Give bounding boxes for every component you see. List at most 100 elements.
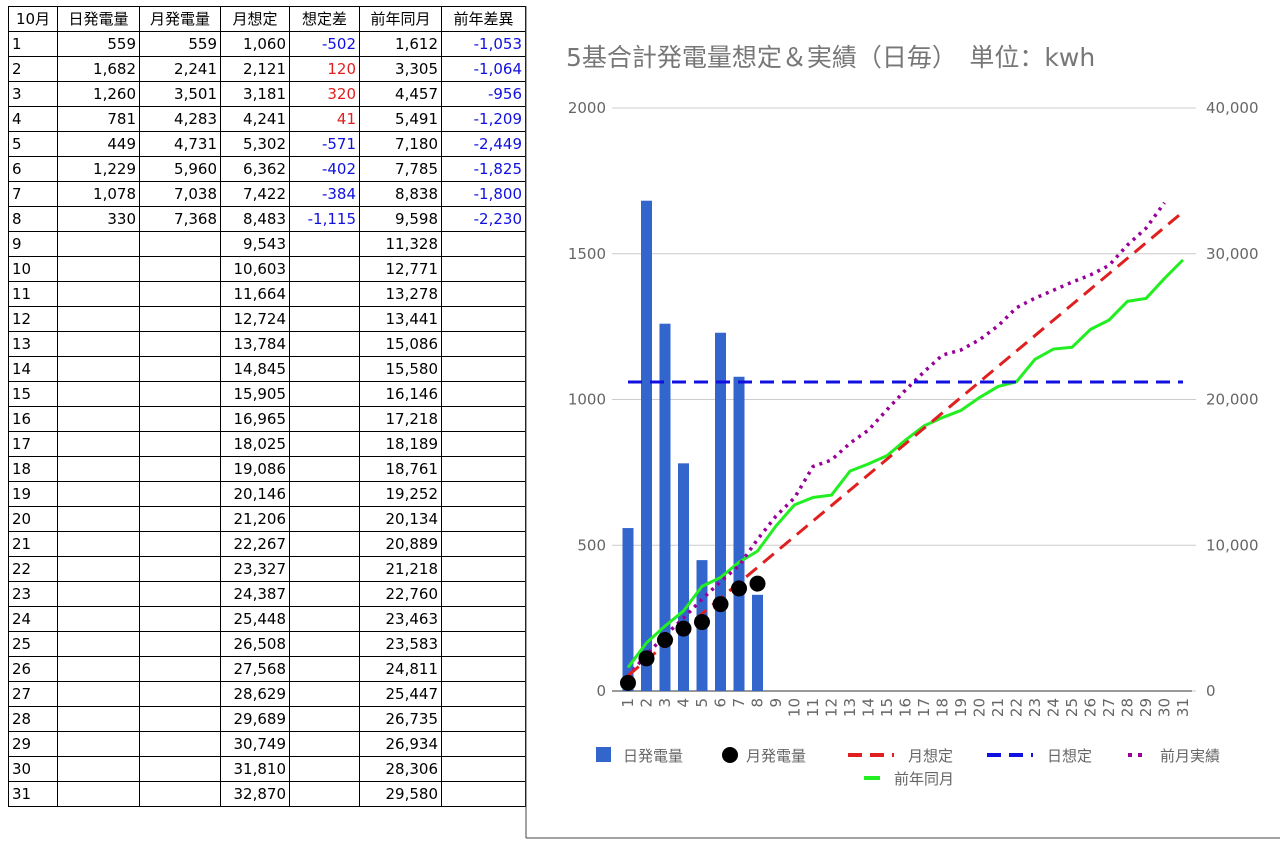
table-cell: -1,064 <box>441 56 526 82</box>
table-row: 21 22,267 20,889 <box>8 531 526 557</box>
table-cell: 559 <box>139 31 221 57</box>
table-cell <box>57 481 140 507</box>
chart-title: 5基合計発電量想定＆実績（日毎） 単位：kwh <box>566 43 1095 72</box>
bar <box>752 594 763 691</box>
table-cell: 26,508 <box>220 631 290 657</box>
legend-label: 前月実績 <box>1160 747 1220 765</box>
table-cell: 9,543 <box>220 231 290 257</box>
y-tick-label: 500 <box>577 536 606 554</box>
y-tick-label: 1000 <box>568 391 606 409</box>
table-cell: 27,568 <box>220 656 290 682</box>
table-cell <box>289 356 360 382</box>
x-tick-label: 20 <box>971 698 989 717</box>
table-cell <box>441 781 526 807</box>
table-cell: 31 <box>8 781 58 807</box>
table-cell: 32,870 <box>220 781 290 807</box>
y-tick-label: 0 <box>596 682 606 700</box>
table-cell: 23,583 <box>359 631 442 657</box>
table-cell: -956 <box>441 81 526 107</box>
legend-label: 日発電量 <box>623 747 683 765</box>
table-cell: 28,306 <box>359 756 442 782</box>
table-cell: 449 <box>57 131 140 157</box>
table-cell: 23 <box>8 581 58 607</box>
x-tick-label: 16 <box>897 698 915 717</box>
table-cell <box>441 281 526 307</box>
table-cell <box>57 331 140 357</box>
point <box>675 620 692 637</box>
table-row: 7 1,078 7,038 7,422 -384 8,838 -1,800 <box>8 181 526 207</box>
table-cell: -2,230 <box>441 206 526 232</box>
data-table: 10月 日発電量 月発電量 月想定 想定差 前年同月 前年差異 1 559 559 1,060 -50… <box>8 6 526 807</box>
table-cell <box>289 281 360 307</box>
table-cell <box>57 281 140 307</box>
x-tick-label: 12 <box>823 698 841 717</box>
table-cell: 25,447 <box>359 681 442 707</box>
table-cell: 16,146 <box>359 381 442 407</box>
x-tick-label: 23 <box>1026 698 1044 717</box>
table-cell <box>441 731 526 757</box>
table-cell: 前年差異 <box>441 6 526 32</box>
table-cell: 15,580 <box>359 356 442 382</box>
table-cell: 5,491 <box>359 106 442 132</box>
table-row: 8 330 7,368 8,483 -1,115 9,598 -2,230 <box>8 206 526 232</box>
table-cell: 4,731 <box>139 131 221 157</box>
table-cell: 18,761 <box>359 456 442 482</box>
line <box>626 258 1185 669</box>
table-cell <box>289 556 360 582</box>
table-cell <box>289 756 360 782</box>
table-cell: -384 <box>289 181 360 207</box>
x-tick-label: 8 <box>749 698 767 708</box>
table-cell: 月想定 <box>220 6 290 32</box>
table-row: 22 23,327 21,218 <box>8 556 526 582</box>
table-cell: 7,368 <box>139 206 221 232</box>
table-row: 11 11,664 13,278 <box>8 281 526 307</box>
table-cell <box>57 506 140 532</box>
x-tick-label: 14 <box>860 698 878 717</box>
point <box>638 650 655 667</box>
x-tick-label: 31 <box>1174 698 1192 717</box>
bar <box>659 323 671 691</box>
table-cell: -2,449 <box>441 131 526 157</box>
table-cell: 26,934 <box>359 731 442 757</box>
table-row: 5 449 4,731 5,302 -571 7,180 -2,449 <box>8 131 526 157</box>
table-cell: 5,302 <box>220 131 290 157</box>
table-row: 25 26,508 23,583 <box>8 631 526 657</box>
table-cell <box>441 581 526 607</box>
x-tick-label: 25 <box>1063 698 1081 717</box>
table-cell: 13,441 <box>359 306 442 332</box>
table-cell <box>441 256 526 282</box>
table-cell <box>139 781 221 807</box>
table-row: 10月 日発電量 月発電量 月想定 想定差 前年同月 前年差異 <box>8 6 526 32</box>
x-tick-label: 9 <box>767 698 785 708</box>
table-cell <box>57 256 140 282</box>
x-tick-label: 19 <box>952 698 970 717</box>
table-cell: 330 <box>57 206 140 232</box>
table-cell: 29,580 <box>359 781 442 807</box>
y-tick-label: 2000 <box>568 99 606 117</box>
x-tick-label: 28 <box>1119 698 1137 717</box>
table-cell: 320 <box>289 81 360 107</box>
table-cell <box>441 656 526 682</box>
x-tick-label: 10 <box>786 698 804 717</box>
bar <box>641 200 652 691</box>
table-cell <box>57 656 140 682</box>
table-cell: 7,785 <box>359 156 442 182</box>
table-cell <box>441 531 526 557</box>
table-row: 27 28,629 25,447 <box>8 681 526 707</box>
table-cell <box>289 506 360 532</box>
legend-swatch <box>596 747 611 762</box>
table-cell: 15 <box>8 381 58 407</box>
x-tick-label: 13 <box>841 698 859 717</box>
table-cell: 16 <box>8 406 58 432</box>
table-cell: 5,960 <box>139 156 221 182</box>
legend-label: 月発電量 <box>746 747 806 765</box>
table-row: 30 31,810 28,306 <box>8 756 526 782</box>
point <box>712 596 729 613</box>
table-cell <box>441 706 526 732</box>
table-cell: 28,629 <box>220 681 290 707</box>
table-cell <box>139 356 221 382</box>
point <box>731 580 747 597</box>
table-cell <box>289 681 360 707</box>
